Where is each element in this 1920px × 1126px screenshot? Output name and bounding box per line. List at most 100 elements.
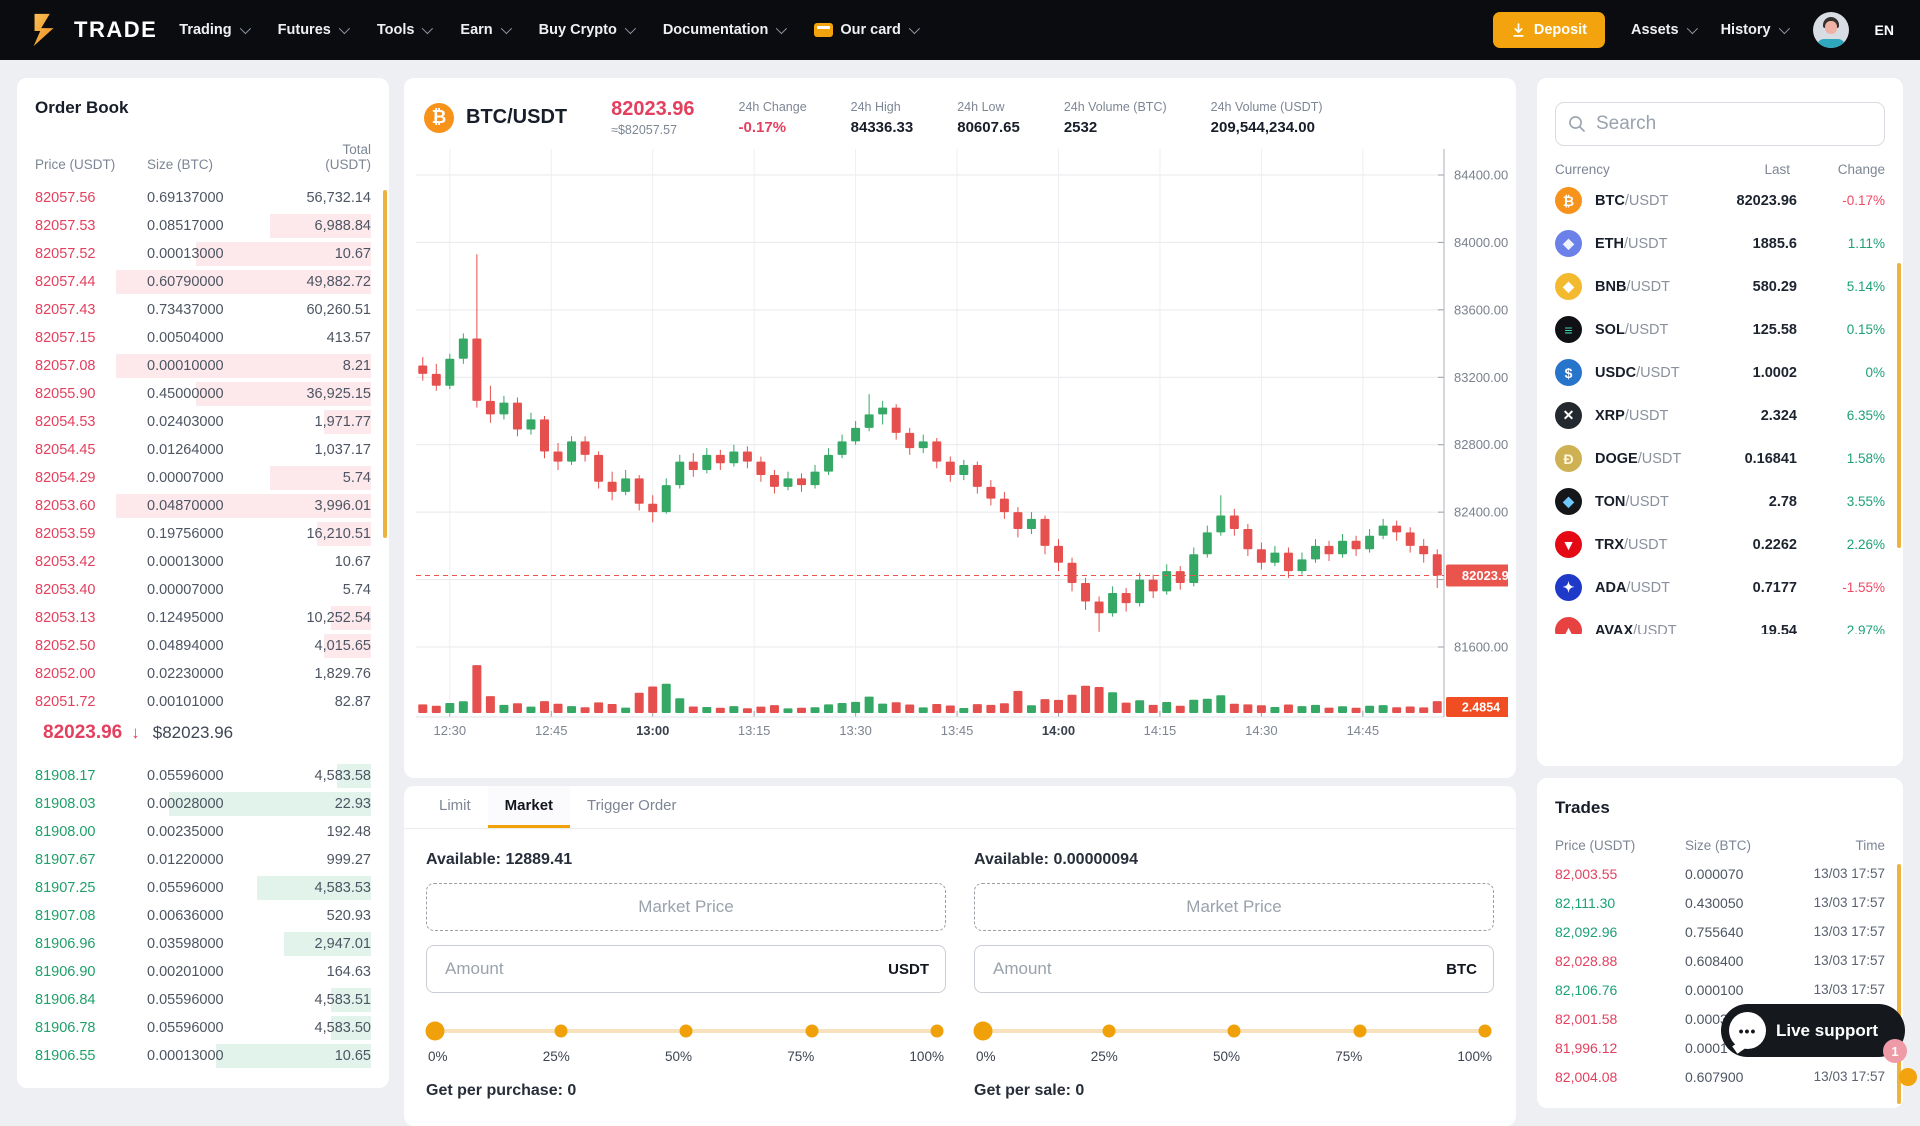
stat-value: 84336.33	[850, 118, 914, 136]
order-book-row[interactable]: 82054.45 0.01264000 1,037.17	[35, 436, 371, 464]
brand[interactable]: TRADE	[26, 11, 157, 49]
deposit-button[interactable]: Deposit	[1492, 12, 1606, 48]
order-book-row[interactable]: 82057.15 0.00504000 413.57	[35, 324, 371, 352]
order-book-row[interactable]: 81908.17 0.05596000 4,583.58	[35, 762, 371, 790]
order-book-row[interactable]: 81908.03 0.00028000 22.93	[35, 790, 371, 818]
ob-size: 0.00013000	[147, 554, 224, 570]
last-price-row[interactable]: 82023.96 ↓ $82023.96	[43, 716, 371, 750]
ob-size: 0.08517000	[147, 218, 224, 234]
order-book-row[interactable]: 82057.56 0.69137000 56,732.14	[35, 184, 371, 212]
order-book-row[interactable]: 81907.25 0.05596000 4,583.53	[35, 874, 371, 902]
slider-dot-25[interactable]	[554, 1024, 567, 1038]
nav-item-documentation[interactable]: Documentation	[663, 22, 788, 38]
user-avatar[interactable]	[1812, 12, 1849, 48]
order-book-row[interactable]: 82052.00 0.02230000 1,829.76	[35, 660, 371, 688]
watchlist-row-usdc[interactable]: $ USDC/USDT 1.0002 0%	[1555, 351, 1885, 394]
order-book-row[interactable]: 82057.44 0.60790000 49,882.72	[35, 268, 371, 296]
slider-dot-100[interactable]	[1478, 1024, 1492, 1038]
slider-dot-50[interactable]	[679, 1024, 693, 1038]
order-book-row[interactable]: 82052.50 0.04894000 4,015.65	[35, 632, 371, 660]
order-book-row[interactable]: 81906.96 0.03598000 2,947.01	[35, 930, 371, 958]
order-book-row[interactable]: 81906.78 0.05596000 4,583.50	[35, 1014, 371, 1042]
watchlist-row-ton[interactable]: ◆ TON/USDT 2.78 3.55%	[1555, 480, 1885, 523]
trades-scrollbar[interactable]	[1897, 864, 1901, 1104]
language-selector[interactable]: EN	[1874, 22, 1894, 38]
watchlist-row-btc[interactable]: ₿ BTC/USDT 82023.96 -0.17%	[1555, 179, 1885, 222]
buy-amount-input[interactable]	[443, 958, 889, 980]
order-book-row[interactable]: 82054.53 0.02403000 1,971.77	[35, 408, 371, 436]
watchlist-row-xrp[interactable]: ✕ XRP/USDT 2.324 6.35%	[1555, 394, 1885, 437]
live-support-button[interactable]: ••• Live support 1	[1721, 1004, 1907, 1063]
watchlist-row-bnb[interactable]: ◆ BNB/USDT 580.29 5.14%	[1555, 265, 1885, 308]
order-book-row[interactable]: 82055.90 0.45000000 36,925.15	[35, 380, 371, 408]
ob-size: 0.19756000	[147, 526, 224, 542]
tab-market[interactable]: Market	[487, 786, 571, 828]
slider-dot-50[interactable]	[1227, 1024, 1241, 1038]
order-book-scrollbar[interactable]	[383, 190, 387, 538]
buy-amount-field[interactable]: USDT	[426, 945, 946, 993]
ob-total: 36,925.15	[306, 386, 371, 402]
watchlist-row-ada[interactable]: ✦ ADA/USDT 0.7177 -1.55%	[1555, 566, 1885, 609]
order-book-row[interactable]: 82057.53 0.08517000 6,988.84	[35, 212, 371, 240]
watchlist-scrollbar[interactable]	[1897, 263, 1901, 548]
nav-item-buy-crypto[interactable]: Buy Crypto	[539, 22, 636, 38]
depth-bar	[330, 988, 371, 1012]
slider-dot-100[interactable]	[930, 1024, 944, 1038]
slider-dot-0[interactable]	[973, 1021, 993, 1041]
pair-label: DOGE/USDT	[1595, 451, 1692, 467]
tab-limit[interactable]: Limit	[439, 797, 471, 814]
sell-amount-input[interactable]	[991, 958, 1447, 980]
trade-size: 0.608400	[1685, 952, 1744, 969]
ob-total: 1,971.77	[314, 414, 371, 430]
price-chart[interactable]: 84400.00 84000.00 83600.00 83200.00 82800.00…	[412, 141, 1508, 751]
slider-dot-75[interactable]	[1353, 1024, 1366, 1038]
nav-item-trading[interactable]: Trading	[179, 22, 251, 38]
order-book-row[interactable]: 82053.60 0.04870000 3,996.01	[35, 492, 371, 520]
pair-quote: /USDT	[1626, 278, 1670, 295]
notification-dot[interactable]	[1899, 1068, 1917, 1086]
order-book-row[interactable]: 82053.40 0.00007000 5.74	[35, 576, 371, 604]
order-book-row[interactable]: 81907.08 0.00636000 520.93	[35, 902, 371, 930]
order-book-row[interactable]: 82053.42 0.00013000 10.67	[35, 548, 371, 576]
order-book-row[interactable]: 82057.08 0.00010000 8.21	[35, 352, 371, 380]
tab-trigger-order[interactable]: Trigger Order	[587, 797, 677, 814]
order-book-row[interactable]: 81906.90 0.00201000 164.63	[35, 958, 371, 986]
order-book-row[interactable]: 82053.59 0.19756000 16,210.51	[35, 520, 371, 548]
svg-text:83200.00: 83200.00	[1454, 370, 1508, 385]
sell-amount-field[interactable]: BTC	[974, 945, 1494, 993]
nav-item-assets[interactable]: Assets	[1631, 22, 1698, 38]
order-book-row[interactable]: 81906.84 0.05596000 4,583.51	[35, 986, 371, 1014]
watchlist-row-avax[interactable]: ▲ AVAX/USDT 19.54 2.97%	[1555, 609, 1885, 634]
nav-item-tools[interactable]: Tools	[377, 22, 434, 38]
trade-time: 13/03 17:57	[1813, 1069, 1885, 1084]
nav-item-history[interactable]: History	[1721, 22, 1790, 38]
stat-label: 24h Volume (BTC)	[1063, 99, 1167, 114]
nav-item-earn[interactable]: Earn	[460, 22, 512, 38]
order-book-row[interactable]: 82051.72 0.00101000 82.87	[35, 688, 371, 706]
ob-total: 10,252.54	[306, 610, 371, 626]
order-book-row[interactable]: 81907.67 0.01220000 999.27	[35, 846, 371, 874]
order-book-row[interactable]: 82057.43 0.73437000 60,260.51	[35, 296, 371, 324]
svg-text:83600.00: 83600.00	[1454, 302, 1508, 317]
nav-item-futures[interactable]: Futures	[278, 22, 350, 38]
buy-percent-slider[interactable]	[425, 1021, 944, 1041]
order-book-row[interactable]: 82053.13 0.12495000 10,252.54	[35, 604, 371, 632]
search-box[interactable]	[1555, 102, 1885, 146]
market-pair[interactable]: ₿ BTC/USDT	[424, 102, 567, 133]
watchlist-row-doge[interactable]: Ð DOGE/USDT 0.16841 1.58%	[1555, 437, 1885, 480]
pair-symbol: TON	[1595, 493, 1626, 510]
slider-dot-75[interactable]	[805, 1024, 818, 1038]
order-book-row[interactable]: 81906.55 0.00013000 10.65	[35, 1042, 371, 1070]
watchlist-row-trx[interactable]: ▼ TRX/USDT 0.2262 2.26%	[1555, 523, 1885, 566]
slider-dot-0[interactable]	[425, 1021, 445, 1041]
watchlist-row-sol[interactable]: ≡ SOL/USDT 125.58 0.15%	[1555, 308, 1885, 351]
watchlist-row-eth[interactable]: ◆ ETH/USDT 1885.6 1.11%	[1555, 222, 1885, 265]
search-input[interactable]	[1555, 102, 1885, 146]
nav-item-our-card[interactable]: Our card	[814, 22, 920, 38]
order-book-row[interactable]: 82057.52 0.00013000 10.67	[35, 240, 371, 268]
order-book-row[interactable]: 81908.00 0.00235000 192.48	[35, 818, 371, 846]
order-book-row[interactable]: 82054.29 0.00007000 5.74	[35, 464, 371, 492]
slider-dot-25[interactable]	[1102, 1024, 1115, 1038]
slider-mark-label: 75%	[1335, 1049, 1363, 1064]
sell-percent-slider[interactable]	[973, 1021, 1492, 1041]
